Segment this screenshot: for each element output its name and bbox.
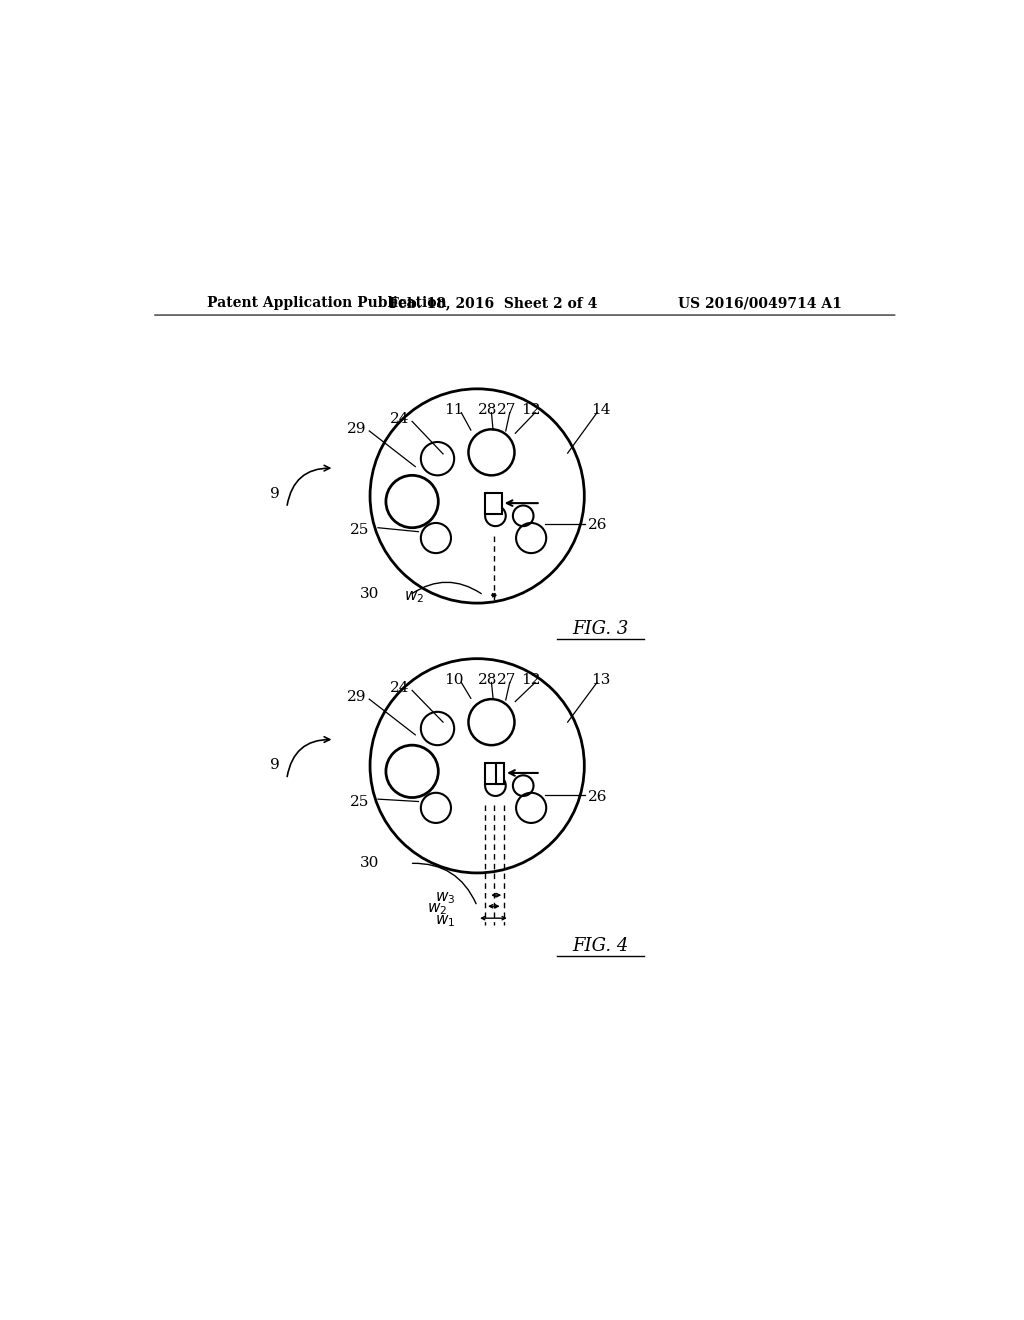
Text: FIG. 3: FIG. 3 — [572, 619, 629, 638]
Text: 24: 24 — [390, 681, 410, 696]
Text: 9: 9 — [270, 758, 280, 772]
Text: $w_2$: $w_2$ — [427, 902, 447, 917]
Text: $w_3$: $w_3$ — [435, 891, 456, 907]
Text: 24: 24 — [390, 412, 410, 426]
Text: 12: 12 — [521, 404, 541, 417]
Text: US 2016/0049714 A1: US 2016/0049714 A1 — [678, 296, 842, 310]
Bar — [485, 763, 502, 784]
Bar — [485, 492, 502, 515]
Bar — [497, 763, 504, 784]
Text: 13: 13 — [591, 673, 610, 688]
Text: 28: 28 — [478, 404, 498, 417]
Text: 29: 29 — [347, 421, 367, 436]
Text: 10: 10 — [443, 673, 463, 688]
Text: 30: 30 — [360, 857, 380, 870]
Text: $w_2$: $w_2$ — [403, 590, 424, 606]
Text: $w_1$: $w_1$ — [435, 913, 456, 929]
Text: 28: 28 — [478, 673, 498, 688]
Text: 30: 30 — [360, 586, 380, 601]
Text: 11: 11 — [443, 404, 463, 417]
Text: 27: 27 — [497, 673, 516, 688]
Text: 29: 29 — [347, 690, 367, 704]
Text: 12: 12 — [521, 673, 541, 688]
Text: 26: 26 — [588, 789, 607, 804]
Text: Patent Application Publication: Patent Application Publication — [207, 296, 447, 310]
Text: 14: 14 — [591, 404, 610, 417]
Text: FIG. 4: FIG. 4 — [572, 937, 629, 954]
Text: 27: 27 — [497, 404, 516, 417]
Text: 25: 25 — [350, 523, 370, 537]
Text: 9: 9 — [270, 487, 280, 500]
Text: 26: 26 — [588, 519, 607, 532]
Text: 25: 25 — [350, 795, 370, 809]
Text: Feb. 18, 2016  Sheet 2 of 4: Feb. 18, 2016 Sheet 2 of 4 — [389, 296, 597, 310]
